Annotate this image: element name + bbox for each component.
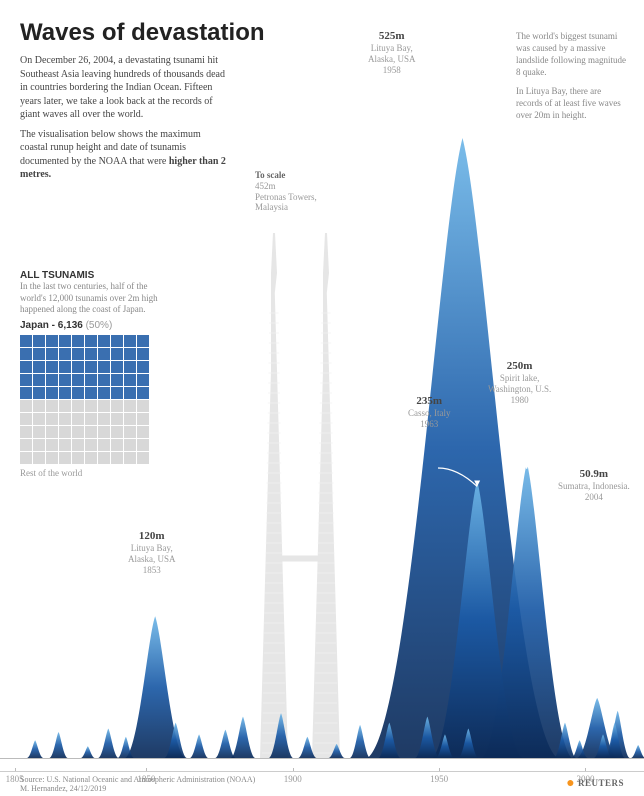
wave-callout: 235mCasso, Italy1963 [408,395,451,430]
brand-logo: ● REUTERS [566,776,624,792]
wave-callout: 50.9mSumatra, Indonesia.2004 [558,468,630,503]
source-line: Source: U.S. National Oceanic and Atmosp… [20,775,255,784]
tsunami-wave [231,717,255,758]
wave-callout: 525mLituya Bay,Alaska, USA1958 [368,30,416,76]
footer: Source: U.S. National Oceanic and Atmosp… [0,771,644,796]
tsunami-wave [190,734,208,758]
tsunami-wave [631,745,644,758]
tsunami-wave [27,740,43,758]
tsunami-wave [350,725,370,758]
credit-line: M. Hernandez, 24/12/2019 [20,784,255,793]
petronas-towers-icon [260,233,340,758]
wave-callout: 250mSpirit lake,Washington, U.S.1980 [488,360,551,406]
tsunami-wave [81,746,95,758]
tsunami-wave [50,732,68,758]
tsunami-wave [215,730,235,758]
pointer-arrow [508,443,530,469]
wave-callout: 120mLituya Bay,Alaska, USA1853 [128,530,176,576]
tsunami-wave [98,728,118,758]
x-axis: 18051850190019502000 [0,758,644,772]
